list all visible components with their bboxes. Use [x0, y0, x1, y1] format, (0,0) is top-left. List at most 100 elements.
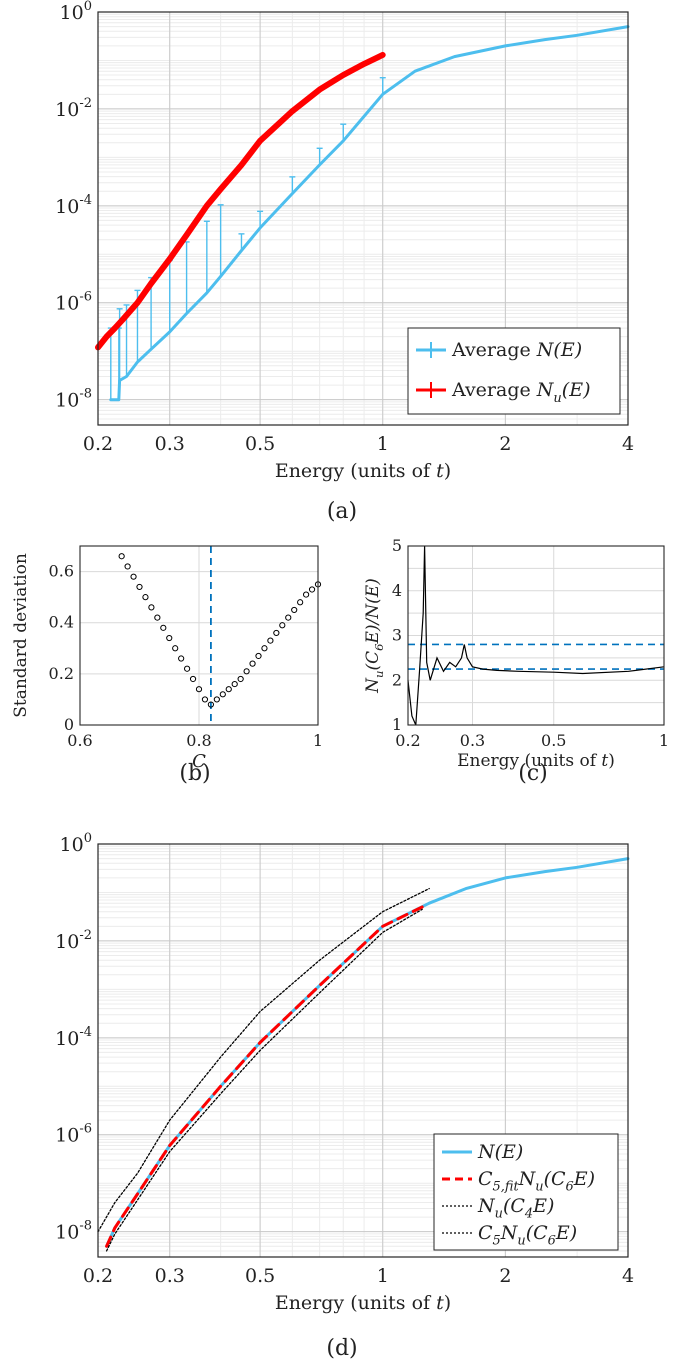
data-point: [231, 680, 238, 688]
x-tick-label: 0.5: [541, 731, 566, 750]
data-point: [172, 645, 179, 652]
y-axis-label: Nu​(C6​E)/N(E): [363, 578, 386, 694]
legend-label-part: (C: [544, 1168, 566, 1190]
legend-label: Average Nu​(E): [451, 379, 591, 406]
y-tick-label-exp: 0: [84, 831, 92, 846]
ratio-line: [407, 545, 665, 726]
legend-label-math: N(E): [536, 339, 582, 361]
legend-label-text: Average: [451, 379, 537, 401]
legend-label-part: E): [573, 1168, 595, 1190]
data-point: [249, 660, 256, 667]
y-tick-label: 100: [60, 831, 92, 856]
legend-label: C5,fit​Nu​(C6​E): [478, 1168, 595, 1195]
y-tick-label-base: 10: [55, 293, 79, 315]
y-tick-label-exp: -4: [79, 193, 92, 208]
data-point: [243, 668, 250, 675]
y-tick-label: 10-8: [55, 387, 92, 412]
legend-box: [407, 327, 621, 415]
y-tick-label: 100: [60, 0, 92, 24]
data-point: [207, 701, 214, 708]
y-tick-label-exp: -8: [79, 387, 92, 402]
x-tick-label: 0.8: [186, 731, 211, 750]
x-tick-label: 0.3: [155, 433, 185, 455]
x-tick-label: 4: [622, 1265, 634, 1287]
y-tick-label: 10-8: [55, 1219, 92, 1244]
x-tick-label: 0.5: [245, 1265, 275, 1287]
y-tick-label-exp: -6: [79, 1122, 92, 1137]
y-tick-label-exp: -2: [79, 928, 92, 943]
y-tick-label-exp: -8: [79, 1219, 92, 1234]
x-tick-label: 2: [499, 1265, 511, 1287]
legend-label-sub: 6: [548, 1234, 556, 1249]
x-tick-label: 2: [499, 433, 511, 455]
x-tick-label: 0.6: [67, 731, 92, 750]
legend-label: Average N(E): [451, 339, 582, 361]
x-axis-label-part: ): [444, 460, 451, 482]
x-axis-label-part: ): [444, 1292, 451, 1314]
legend-label: N(E): [477, 1141, 523, 1163]
data-point: [285, 614, 292, 621]
y-axis-label-sub: u: [372, 671, 386, 678]
y-tick-label: 5: [392, 536, 402, 555]
x-axis-label-var: t: [436, 1292, 444, 1314]
y-tick-label-exp: -4: [79, 1025, 92, 1040]
data-point: [118, 553, 125, 560]
axes-box: [407, 545, 665, 726]
x-tick-label: 0.3: [460, 731, 485, 750]
y-tick-label: 10-4: [55, 1025, 92, 1050]
x-axis-label-var: t: [601, 751, 608, 771]
y-tick-label: 10-2: [55, 96, 92, 121]
x-axis-label-var: t: [436, 460, 444, 482]
legend-label-text: Average: [451, 339, 537, 361]
legend-label-sub: u: [535, 1180, 543, 1195]
legend-label-part: C: [478, 1168, 493, 1190]
legend-label-part: N: [518, 1168, 537, 1190]
legend-label-sub: u: [553, 391, 561, 406]
y-tick-label-exp: -6: [79, 290, 92, 305]
data-point: [130, 573, 137, 580]
legend-label-sub: 5: [493, 1234, 501, 1249]
y-tick-label-base: 10: [55, 1222, 79, 1244]
legend-label: C5​Nu​(C6​E): [478, 1222, 577, 1249]
y-tick-label: 3: [392, 626, 402, 645]
series-line-1: [95, 51, 386, 351]
legend-label-part: N(E): [477, 1141, 523, 1163]
data-point: [160, 624, 167, 631]
data-point: [136, 583, 143, 591]
panel-b-chart: 0.6 0.8 1 0 0.2 0.4 0.6 C Standard deviation: [11, 545, 323, 772]
axes-box: [79, 545, 319, 726]
axes-box: [97, 11, 629, 426]
x-tick-label: 1: [659, 731, 669, 750]
data-point: [142, 594, 149, 601]
legend-label-part: N: [500, 1222, 519, 1244]
y-axis-label-group: Nu​(C6​E)/N(E): [363, 578, 386, 694]
legend-label-part: E): [532, 1195, 554, 1217]
y-tick-label: 2: [392, 670, 402, 689]
data-point: [255, 652, 262, 660]
x-axis-label: Energy (units of t): [457, 751, 615, 771]
panel-c-caption: (c): [518, 761, 548, 786]
y-tick-label: 4: [392, 581, 402, 600]
y-tick-label-exp: -2: [79, 96, 92, 111]
data-point: [297, 599, 304, 606]
data-point: [189, 675, 197, 683]
y-tick-label: 10-2: [55, 928, 92, 953]
y-tick-label-base: 10: [55, 1125, 79, 1147]
x-axis-label-part: Energy (units of: [275, 460, 436, 482]
data-point: [237, 675, 244, 683]
series-line-1: [105, 905, 424, 1248]
x-axis-label: C: [192, 751, 206, 772]
y-tick-label: 10-6: [55, 1122, 92, 1147]
x-axis-label-part: Energy (units of: [457, 751, 601, 771]
x-tick-label: 0.3: [155, 1265, 185, 1287]
legend-label-part: (C: [503, 1195, 525, 1217]
axes-box: [97, 843, 629, 1258]
data-point: [273, 629, 280, 637]
y-tick-label-base: 10: [55, 196, 79, 218]
y-axis-label-sub: 6: [372, 644, 386, 651]
data-point: [225, 686, 232, 693]
legend-label-part: C: [478, 1222, 493, 1244]
